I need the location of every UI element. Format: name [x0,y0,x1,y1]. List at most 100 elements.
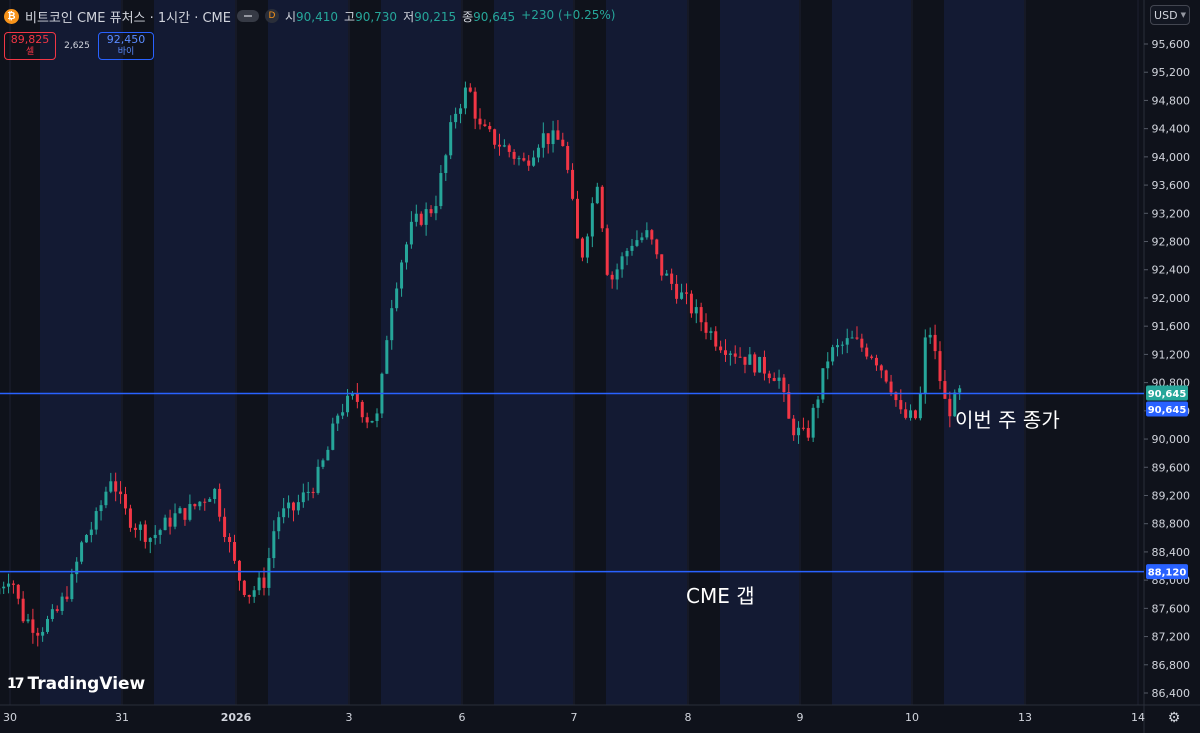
time-tick-label: 3 [346,711,353,724]
candle-body [556,130,560,140]
candle-body [80,542,84,562]
candle-body [605,228,609,275]
candle-body [2,586,6,589]
time-tick-label: 8 [685,711,692,724]
candle-body [610,274,614,280]
candle-body [277,517,281,532]
candle-body [566,146,570,170]
candle-body [522,158,526,161]
candle-body [840,344,844,346]
candle-body [575,198,579,239]
candle-body [395,288,399,309]
candle-body [355,393,359,402]
candle-body [590,203,594,237]
candle-body [404,244,408,263]
symbol-title[interactable]: 비트코인 CME 퓨처스 · 1시간 · CME [25,10,231,26]
candle-body [728,353,732,355]
currency-selector[interactable]: USD ▼ [1150,5,1190,25]
candle-body [758,356,762,373]
trade-panel: 89,825 셀 2,625 92,450 바이 [4,32,154,60]
candle-body [797,427,801,436]
gear-icon[interactable]: ⚙ [1167,710,1181,726]
candle-body [694,307,698,314]
candle-body [680,292,684,299]
candle-body [704,322,708,333]
candle-body [178,508,182,514]
candle-body [660,254,664,276]
candle-body [228,537,232,543]
candle-body [546,133,550,145]
candle-body [99,505,103,512]
candle-body [75,561,79,575]
candle-body [762,356,766,374]
candle-body [350,393,354,396]
candle-body [454,113,458,123]
candle-body [409,221,413,245]
candle-body [109,481,113,492]
candle-body [188,504,192,520]
sell-button[interactable]: 89,825 셀 [4,32,56,60]
price-tick-label: 94,400 [1152,123,1191,136]
session-band [832,0,911,705]
price-tick-label: 87,200 [1152,631,1191,644]
candle-body [918,393,922,419]
candle-body [787,392,791,419]
candle-body [104,491,108,506]
candle-body [257,577,261,591]
buy-price: 92,450 [106,33,146,46]
visibility-toggle-icon[interactable] [236,10,259,22]
candle-body [792,418,796,436]
candle-body [138,524,142,530]
candle-body [689,293,693,314]
candle-body [331,423,335,450]
candle-body [913,410,917,419]
close-value: 90,645 [473,9,516,24]
candle-body [488,126,492,130]
candle-body [31,619,35,633]
candle-body [738,356,742,358]
candle-body [748,354,752,365]
price-tick-label: 94,000 [1152,151,1191,164]
last-price-label: 90,645 [1148,389,1187,400]
sell-price: 89,825 [10,33,50,46]
candle-body [291,502,295,511]
sell-label: 셀 [25,47,35,57]
buy-button[interactable]: 92,450 바이 [98,32,154,60]
line-price-label: 90,645 [1148,405,1187,416]
candle-body [267,558,271,588]
price-tick-label: 86,800 [1152,659,1191,672]
candle-body [685,292,689,294]
price-tick-label: 92,400 [1152,264,1191,277]
candle-body [311,491,315,493]
candle-body [468,87,472,92]
tradingview-logo[interactable]: 17 TradingView [7,674,145,694]
close-label: 종 [462,9,474,24]
candle-body [493,129,497,145]
candle-body [198,501,202,507]
candle-body [439,173,443,207]
delayed-data-badge[interactable]: D [264,9,279,23]
candle-body [247,594,251,597]
candle-body [301,492,305,503]
time-tick-label: 13 [1018,711,1032,724]
time-tick-label: 9 [797,711,804,724]
candle-body [821,368,825,400]
candle-body [237,560,241,581]
price-tick-label: 93,200 [1152,207,1191,220]
candle-body [16,584,20,599]
candle-body [94,511,98,530]
candle-body [252,590,256,597]
candle-body [21,598,25,622]
price-tick-label: 89,200 [1152,489,1191,502]
price-tick-label: 92,800 [1152,236,1191,249]
candle-body [884,370,888,382]
candle-body [615,269,619,280]
candle-body [806,428,810,438]
candle-body [45,618,49,632]
candle-body [620,256,624,270]
candle-body [65,596,69,600]
candle-body [84,535,88,543]
candle-body [414,213,418,222]
candle-body [699,307,703,323]
